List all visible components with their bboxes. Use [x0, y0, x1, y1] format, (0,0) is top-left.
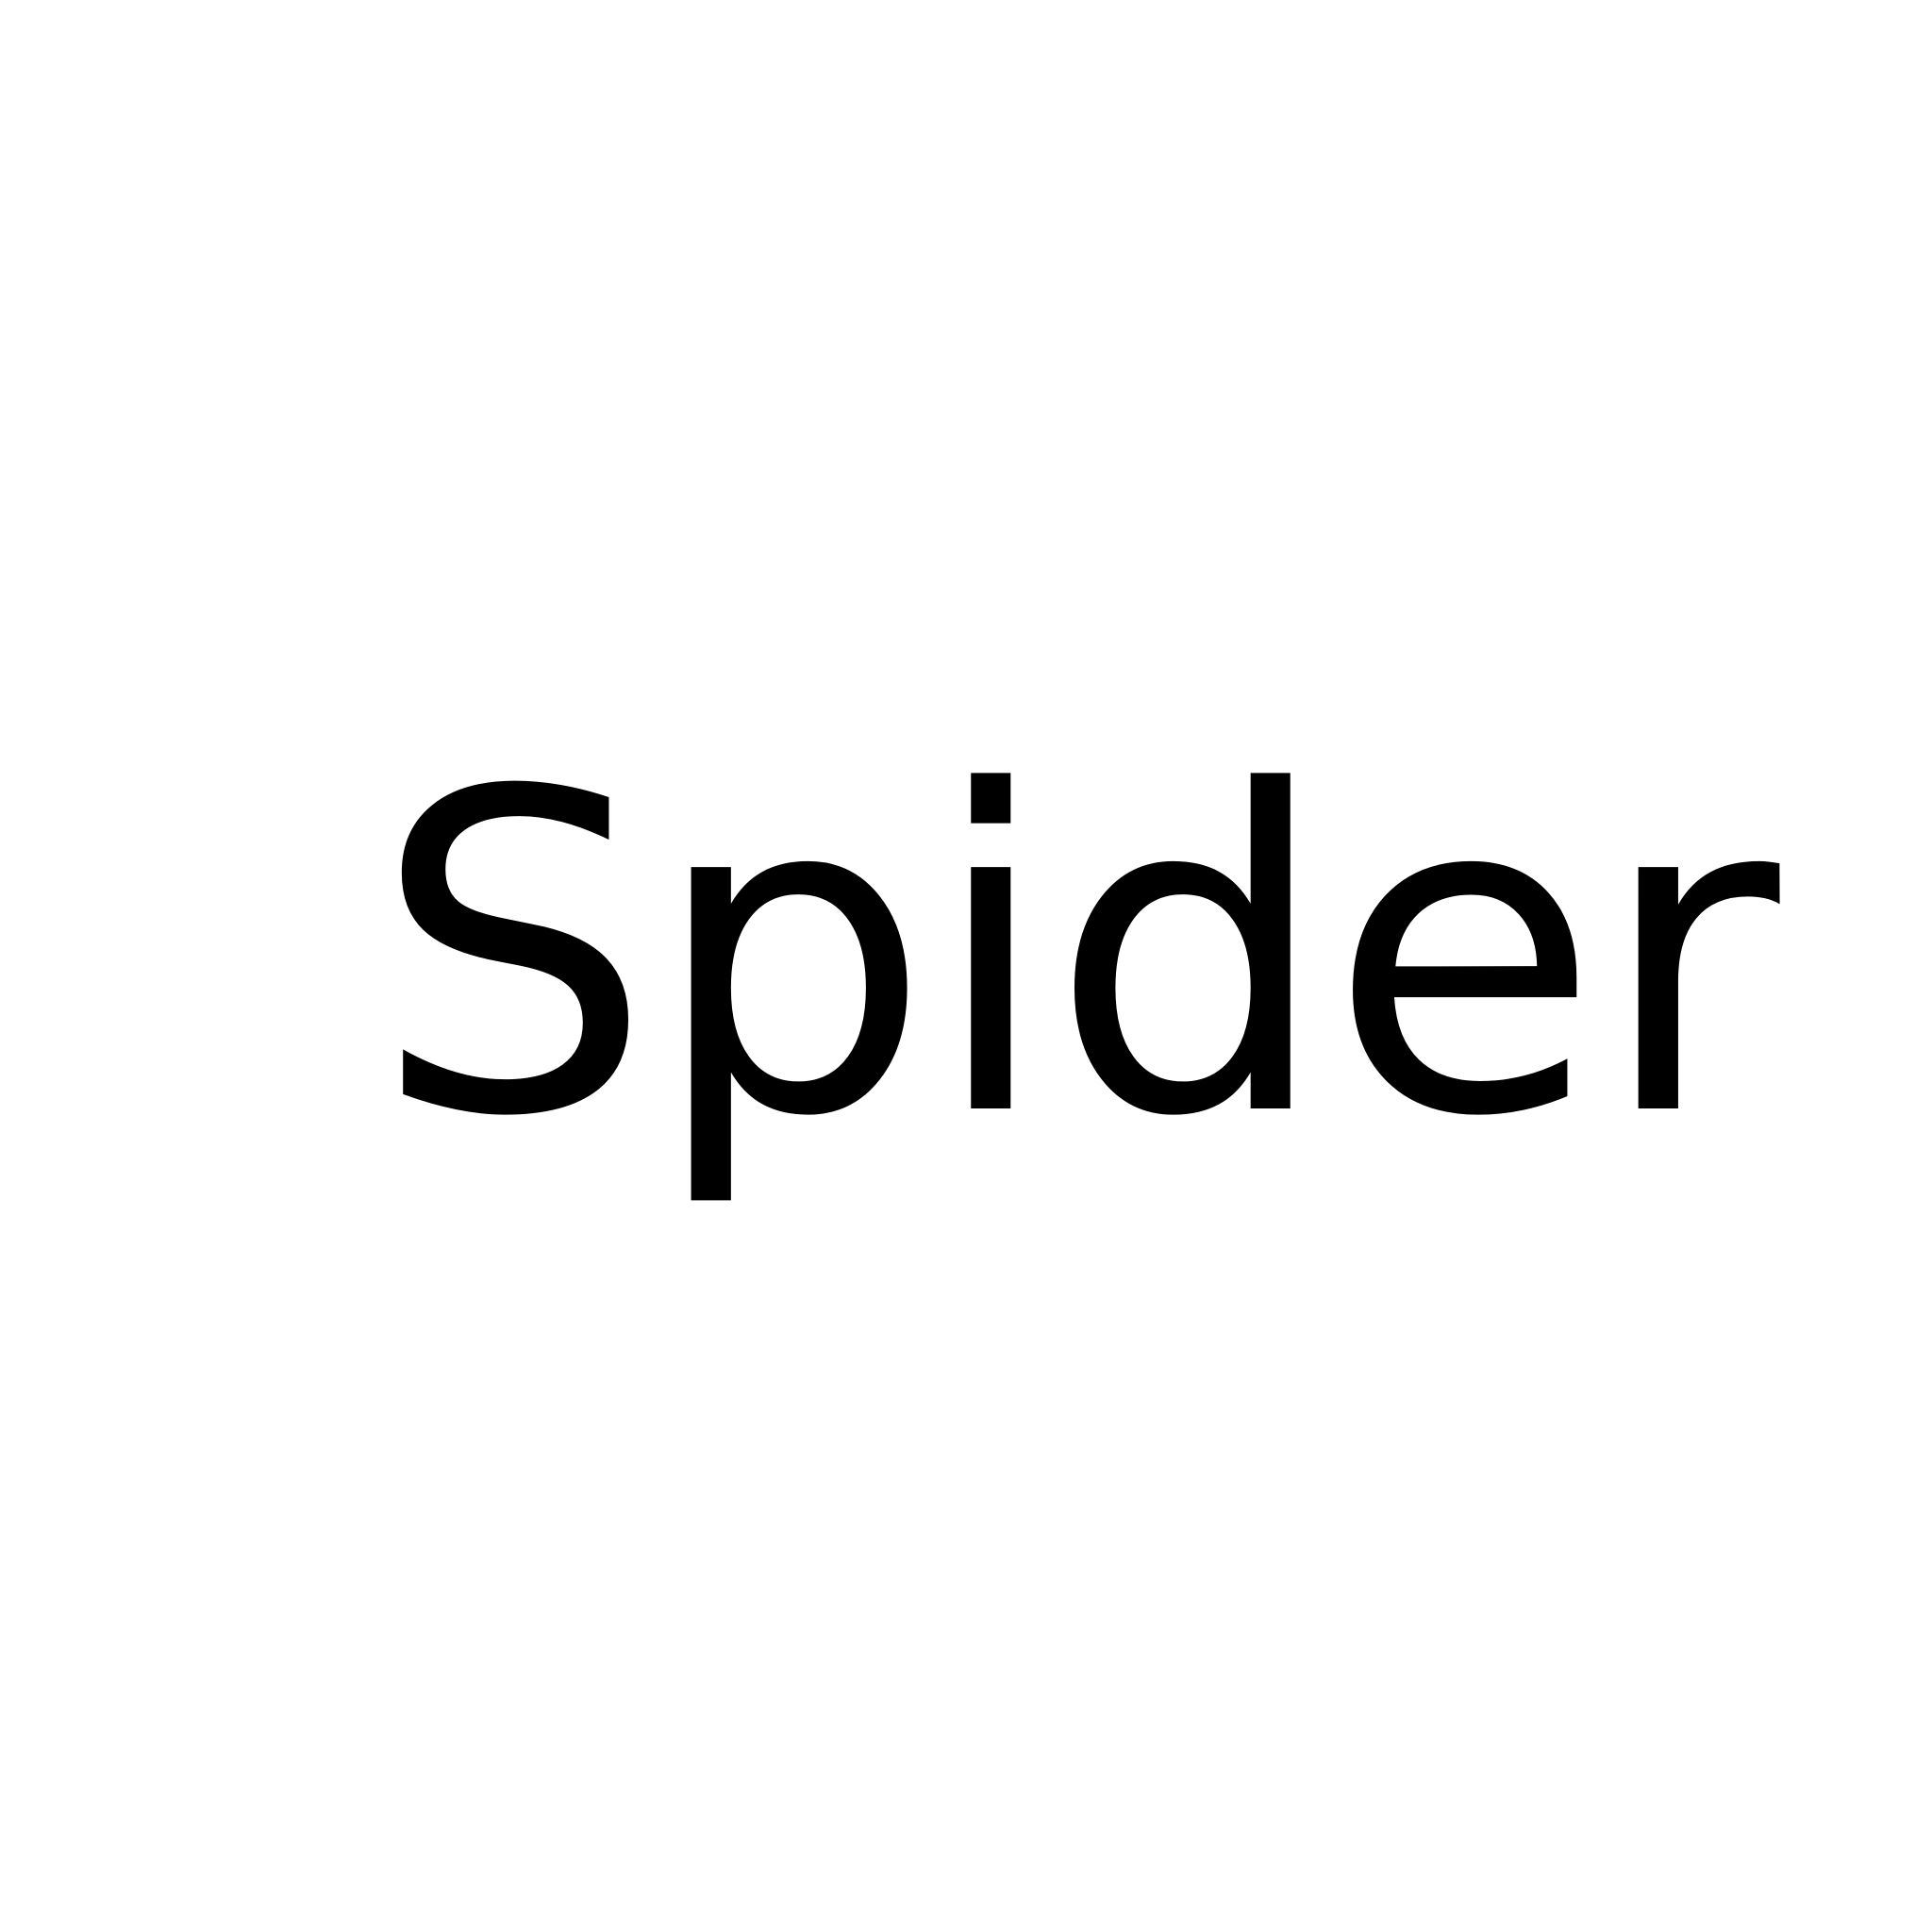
- word-text: Spider: [373, 700, 1780, 1213]
